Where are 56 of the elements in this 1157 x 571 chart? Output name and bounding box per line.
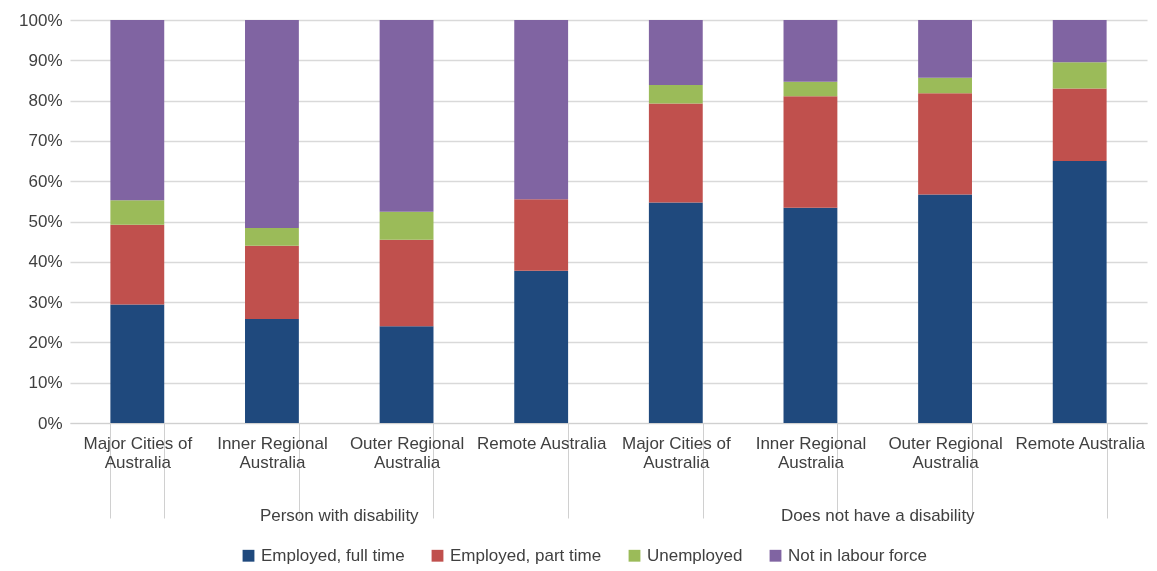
y-tick-label: 70% (28, 131, 63, 151)
bar (245, 319, 299, 423)
bar (379, 326, 434, 423)
x-tick-label: Major Cities of Australia (621, 433, 731, 472)
y-tick-label: 0% (37, 413, 63, 433)
y-tick-label: 30% (28, 292, 63, 312)
bar (110, 224, 165, 305)
bar (514, 270, 569, 423)
bar (245, 227, 299, 246)
y-tick-label: 60% (28, 171, 63, 191)
y-tick-label: 40% (28, 252, 63, 272)
bar (783, 207, 838, 423)
bar (783, 81, 838, 97)
text: Person with disability (258, 506, 420, 526)
bar (379, 20, 434, 212)
x-tick-label: Remote Australia (1015, 433, 1146, 453)
legend-label: Employed, full time (261, 545, 405, 565)
legend-label: Not in labour force (788, 545, 927, 565)
legend-label: Unemployed (647, 545, 743, 565)
bar (379, 239, 434, 327)
bar (245, 20, 299, 228)
y-tick-label: 50% (28, 212, 63, 231)
bar (514, 20, 569, 200)
bar (514, 199, 569, 271)
y-tick-label: 80% (28, 91, 63, 111)
bar (648, 20, 703, 85)
bar (1052, 88, 1107, 162)
bar (648, 103, 703, 203)
bar (110, 200, 165, 225)
bar (918, 194, 972, 423)
y-tick-label: 20% (28, 332, 63, 352)
bar (918, 93, 972, 195)
y-tick-label: 10% (28, 373, 63, 393)
bar (379, 211, 434, 240)
x-tick-label: Inner Regional Australia (217, 433, 328, 472)
x-tick-label: Inner Regional Australia (755, 433, 867, 472)
bar (783, 96, 838, 208)
bar (918, 77, 972, 94)
legend-label: Employed, part time (450, 545, 602, 565)
bar (1052, 161, 1107, 423)
y-tick-label: 100% (19, 10, 63, 30)
bar (783, 20, 838, 82)
x-tick-label: Remote Australia (476, 433, 607, 453)
x-tick-label: Outer Regional Australia (349, 433, 465, 472)
bar (648, 84, 703, 104)
x-tick-label: Major Cities of Australia (83, 433, 193, 472)
bar (648, 202, 703, 423)
bar (110, 20, 165, 201)
x-tick-label: Outer Regional Australia (888, 433, 1003, 472)
bar (1052, 62, 1107, 89)
text: Does not have a disability (779, 506, 976, 526)
bar (110, 304, 165, 423)
bar (245, 245, 299, 320)
bar (1052, 20, 1107, 63)
bar (918, 20, 972, 78)
y-tick-label: 90% (28, 50, 63, 70)
